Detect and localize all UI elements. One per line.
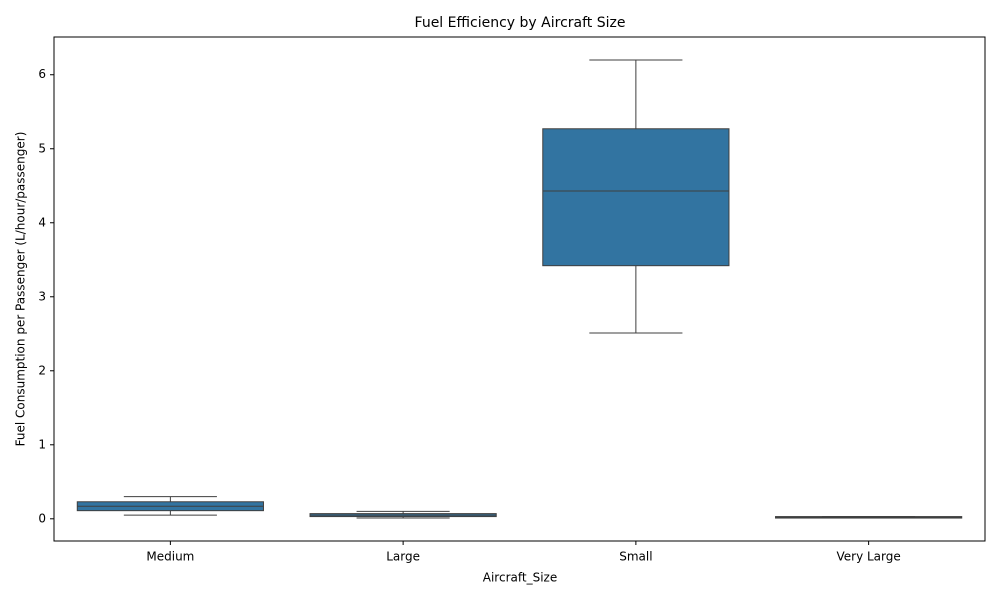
y-tick-label: 4 <box>38 215 46 229</box>
box <box>542 128 730 267</box>
chart-title: Fuel Efficiency by Aircraft Size <box>415 15 626 31</box>
x-tick-label: Large <box>386 550 420 564</box>
plot-frame <box>53 36 986 542</box>
y-tick-label: 6 <box>38 67 46 81</box>
y-tick-label: 1 <box>38 437 46 451</box>
y-tick-label: 0 <box>38 511 46 525</box>
y-tick-label: 2 <box>38 363 46 377</box>
y-tick-label: 3 <box>38 289 46 303</box>
x-tick-label: Small <box>619 550 652 564</box>
x-axis-label: Aircraft_Size <box>483 571 557 585</box>
x-tick-label: Very Large <box>836 550 900 564</box>
x-tick-label: Medium <box>146 550 194 564</box>
y-tick-label: 5 <box>38 141 46 155</box>
y-axis-label: Fuel Consumption per Passenger (L/hour/p… <box>14 132 28 447</box>
